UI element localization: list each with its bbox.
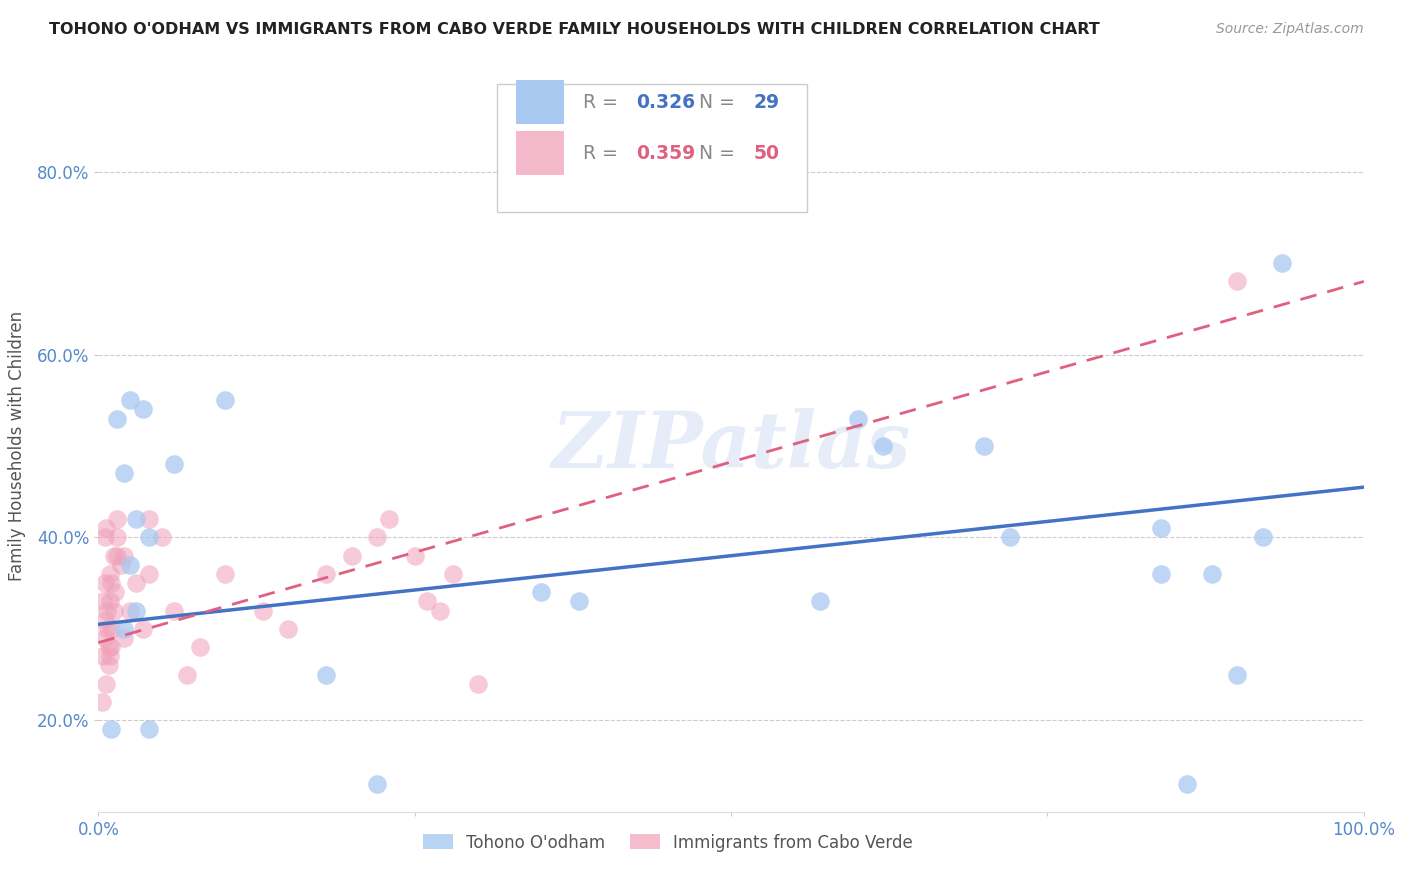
Text: Source: ZipAtlas.com: Source: ZipAtlas.com [1216, 22, 1364, 37]
Point [315, 567, 337, 582]
Point [125, 576, 148, 591]
Text: R =: R = [583, 144, 624, 163]
Point [100, 640, 122, 655]
Legend: Tohono O'odham, Immigrants from Cabo Verde: Tohono O'odham, Immigrants from Cabo Ver… [416, 827, 920, 858]
Point [98, 649, 121, 664]
Point [214, 567, 236, 582]
FancyBboxPatch shape [498, 84, 807, 212]
Point [93, 594, 115, 608]
Point [112, 549, 135, 563]
Point [110, 558, 132, 572]
Text: 0.359: 0.359 [636, 144, 696, 163]
Point [100, 576, 122, 591]
Point [1150, 567, 1173, 582]
Point [93, 613, 117, 627]
Point [163, 603, 186, 617]
Point [96, 622, 118, 636]
Point [93, 530, 117, 544]
Point [94, 676, 117, 690]
Point [998, 530, 1021, 544]
Point [132, 402, 155, 417]
Point [467, 676, 489, 690]
Text: 0.326: 0.326 [636, 93, 696, 112]
Point [1226, 274, 1249, 288]
Point [973, 439, 995, 453]
Point [100, 723, 122, 737]
Point [120, 558, 141, 572]
Point [530, 585, 553, 599]
Point [872, 439, 894, 453]
Point [138, 567, 160, 582]
Point [107, 512, 129, 526]
Point [93, 631, 117, 645]
Point [93, 576, 117, 591]
Point [112, 622, 135, 636]
Text: TOHONO O'ODHAM VS IMMIGRANTS FROM CABO VERDE FAMILY HOUSEHOLDS WITH CHILDREN COR: TOHONO O'ODHAM VS IMMIGRANTS FROM CABO V… [49, 22, 1099, 37]
Point [1226, 667, 1249, 681]
Bar [516, 80, 564, 124]
Point [214, 393, 236, 408]
Y-axis label: Family Households with Children: Family Households with Children [8, 311, 25, 581]
Point [378, 512, 401, 526]
Point [97, 658, 120, 673]
Point [1150, 521, 1173, 535]
Point [91, 695, 114, 709]
Point [138, 723, 160, 737]
Point [366, 777, 388, 791]
Point [1175, 777, 1198, 791]
Point [163, 457, 186, 471]
Point [846, 411, 869, 425]
Point [93, 649, 115, 664]
Point [441, 567, 464, 582]
Point [188, 640, 211, 655]
Point [97, 640, 120, 655]
Text: N =: N = [699, 144, 741, 163]
Point [138, 530, 160, 544]
Point [107, 530, 129, 544]
Point [120, 603, 141, 617]
Point [252, 603, 274, 617]
Point [1251, 530, 1274, 544]
Point [100, 622, 122, 636]
Point [416, 594, 439, 608]
Point [103, 603, 125, 617]
Text: 29: 29 [754, 93, 780, 112]
Point [98, 567, 121, 582]
Point [138, 512, 160, 526]
Point [125, 512, 148, 526]
Point [808, 594, 831, 608]
Point [315, 667, 337, 681]
Point [103, 549, 125, 563]
Point [120, 393, 141, 408]
Point [112, 631, 135, 645]
Bar [516, 131, 564, 176]
Text: N =: N = [699, 93, 741, 112]
Point [107, 411, 129, 425]
Point [104, 585, 127, 599]
Point [176, 667, 198, 681]
Point [1201, 567, 1223, 582]
Point [568, 594, 591, 608]
Point [150, 530, 173, 544]
Point [404, 549, 426, 563]
Point [340, 549, 363, 563]
Point [112, 467, 135, 481]
Point [96, 603, 118, 617]
Point [125, 603, 148, 617]
Point [132, 622, 155, 636]
Point [429, 603, 451, 617]
Point [98, 594, 121, 608]
Point [94, 521, 117, 535]
Point [277, 622, 299, 636]
Point [107, 549, 129, 563]
Text: ZIPatlas: ZIPatlas [551, 408, 911, 484]
Point [1271, 256, 1294, 270]
Text: R =: R = [583, 93, 624, 112]
Text: 50: 50 [754, 144, 780, 163]
Point [366, 530, 388, 544]
